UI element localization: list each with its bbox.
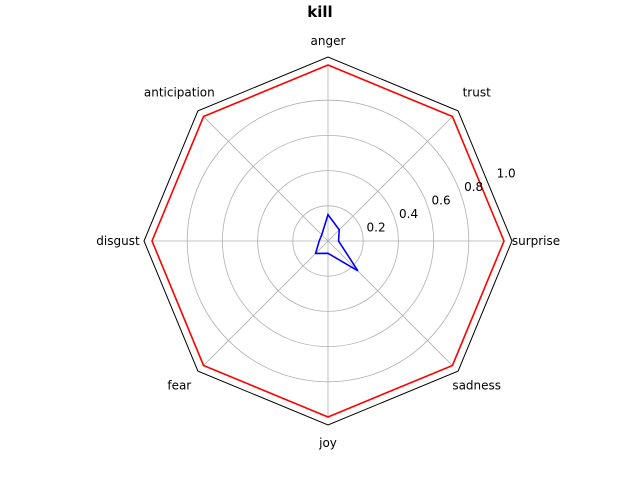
- r-tick-label: 0.2: [367, 221, 386, 235]
- category-label-disgust: disgust: [96, 234, 140, 248]
- category-label-fear: fear: [167, 379, 191, 393]
- outer-frame: [143, 56, 513, 426]
- r-tick-label: 0.6: [432, 194, 451, 208]
- r-tick-label: 0.8: [464, 180, 483, 194]
- category-label-sadness: sadness: [452, 379, 501, 393]
- series-layer: [151, 64, 505, 418]
- category-label-trust: trust: [463, 85, 491, 99]
- grid-spoke: [327, 116, 453, 242]
- frame: [143, 56, 513, 426]
- category-label-anger: anger: [311, 34, 346, 48]
- grid-spoke: [327, 240, 453, 366]
- category-labels: surprise trust anger anticipation disgust fea…: [96, 34, 560, 450]
- radial-tick-labels: 0.2 0.4 0.6 0.8 1.0: [367, 167, 516, 235]
- grid-spoke: [203, 240, 329, 366]
- series-line-0: [151, 64, 505, 418]
- r-tick-label: 0.4: [399, 207, 418, 221]
- category-label-anticipation: anticipation: [144, 85, 215, 99]
- grid-spoke: [203, 116, 329, 242]
- grid: [152, 65, 504, 417]
- category-label-joy: joy: [318, 436, 337, 450]
- category-label-surprise: surprise: [512, 234, 560, 248]
- r-tick-label: 1.0: [497, 167, 516, 181]
- series-line-1: [314, 212, 359, 272]
- chart-title: kill: [307, 3, 332, 21]
